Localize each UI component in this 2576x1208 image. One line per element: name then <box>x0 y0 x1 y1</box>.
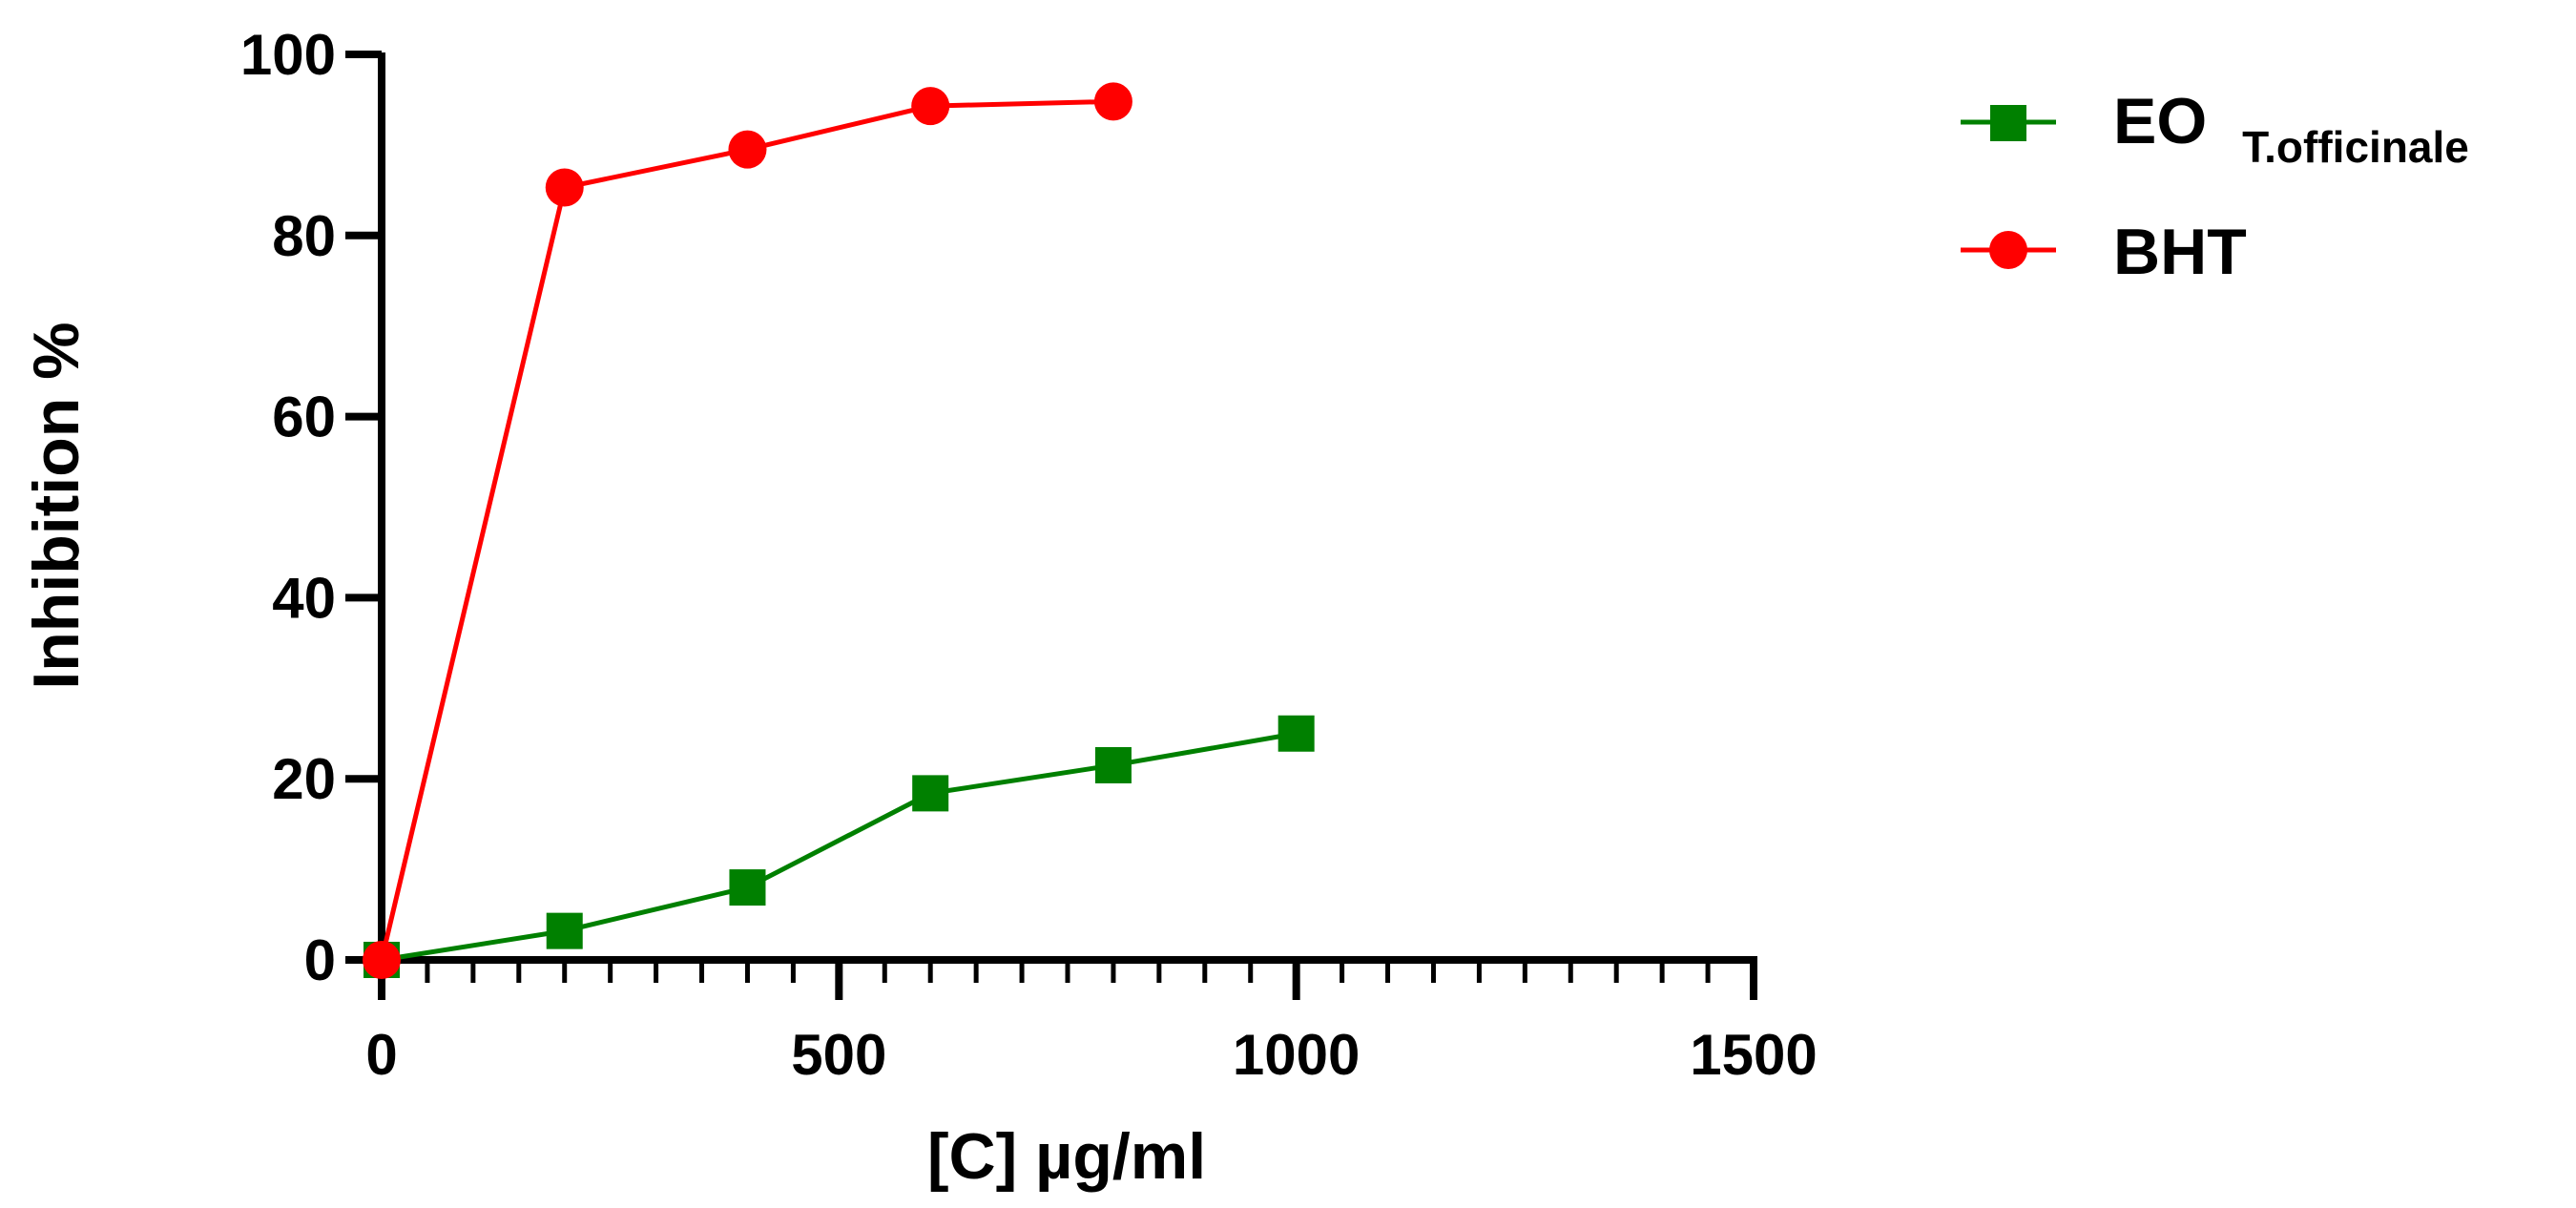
series-layer <box>363 82 1315 979</box>
legend-eo-label: EO <box>2113 85 2207 157</box>
data-point-bht <box>545 168 584 207</box>
legend-item-bht: BHT <box>1961 216 2247 288</box>
x-tick-label: 500 <box>791 1023 886 1087</box>
data-point-eo <box>1278 715 1315 752</box>
x-tick-label: 1500 <box>1690 1023 1817 1087</box>
y-tick-labels: 0 20 40 60 80 100 <box>240 23 336 992</box>
data-point-eo <box>1094 746 1132 783</box>
y-tick-label: 60 <box>272 385 336 449</box>
data-point-eo <box>912 775 949 812</box>
legend-eo-subscript: T.officinale <box>2242 122 2469 172</box>
legend-item-eo: EO T.officinale <box>1961 85 2469 172</box>
data-point-bht <box>728 130 767 169</box>
legend-bht-label: BHT <box>2113 216 2247 288</box>
data-point-bht <box>363 941 401 979</box>
data-point-eo <box>729 869 766 906</box>
y-tick-label: 100 <box>240 23 336 87</box>
y-tick-label: 80 <box>272 204 336 268</box>
x-tick-labels: 0 500 1000 1500 <box>365 1023 1817 1087</box>
data-point-eo <box>546 912 583 949</box>
y-axis-title: Inhibition % <box>20 322 93 689</box>
x-tick-label: 0 <box>365 1023 397 1087</box>
svg-text:EO T.officinale: EO T.officinale <box>2113 85 2469 172</box>
series-line-eo <box>381 731 1298 963</box>
legend-eo-square-icon <box>1990 105 2026 141</box>
legend: EO T.officinale BHT <box>1961 85 2469 288</box>
data-point-bht <box>1093 82 1132 121</box>
legend-bht-circle-icon <box>1989 231 2027 269</box>
y-tick-label: 0 <box>304 928 336 992</box>
major-ticks <box>345 51 1757 1000</box>
x-axis-title: [C] µg/ml <box>927 1120 1206 1193</box>
series-line-bht <box>379 98 1113 961</box>
x-tick-label: 1000 <box>1233 1023 1360 1087</box>
y-tick-label: 20 <box>272 747 336 811</box>
y-tick-label: 40 <box>272 566 336 630</box>
data-point-bht <box>911 87 950 126</box>
